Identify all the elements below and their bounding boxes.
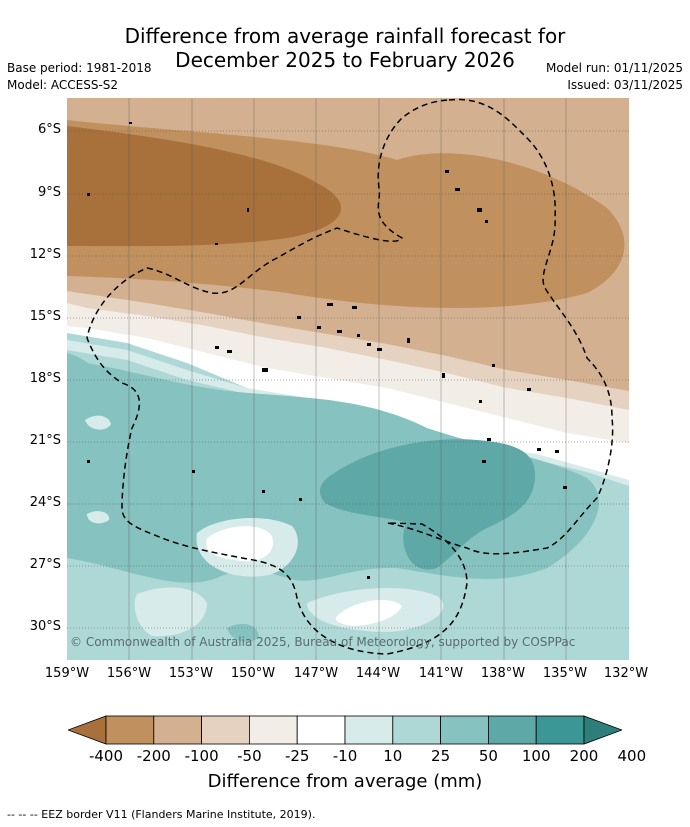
colorbar-tick-label: -25 [284,747,310,765]
lat-label-27s: 27°S [29,557,61,572]
colorbar-extend-low [68,715,107,745]
lon-label-144w: 144°W [355,666,401,681]
title-line-1: Difference from average rainfall forecas… [124,24,566,48]
colorbar-bin [105,715,155,745]
lat-label-24s: 24°S [29,495,61,510]
lon-label-135w: 135°W [542,666,588,681]
pocket-50-f [227,623,259,643]
colorbar [68,715,622,745]
meta-left: Base period: 1981-2018 Model: ACCESS-S2 [7,60,152,94]
model-name: Model: ACCESS-S2 [7,78,119,92]
pocket-10-c [134,587,207,637]
map-canvas: © Commonwealth of Australia 2025, Bureau… [67,98,629,660]
colorbar-tick-label: -200 [136,747,171,765]
lon-label-138w: 138°W [480,666,526,681]
eez-legend-note: -- -- -- EEZ border V11 (Flanders Marine… [7,808,316,821]
eez-border [86,98,614,655]
colorbar-bin [201,715,250,745]
lon-label-153w: 153°W [168,666,214,681]
pocket-white-a [206,526,273,562]
pocket-white-b [335,600,402,626]
colorbar-bin [392,715,441,745]
base-period: Base period: 1981-2018 [7,61,152,75]
colorbar-tick-label: 400 [617,747,647,765]
lon-label-156w: 156°W [106,666,152,681]
colorbar-tick-label: -100 [184,747,219,765]
colorbar-bin [535,715,585,745]
lon-label-159w: 159°W [44,666,90,681]
model-run: Model run: 01/11/2025 [545,61,683,75]
rainfall-map: © Commonwealth of Australia 2025, Bureau… [67,98,629,660]
band-minus200 [67,126,341,247]
lon-label-132w: 132°W [603,666,649,681]
lon-label-147w: 147°W [293,666,339,681]
colorbar-bin [153,715,203,745]
lat-label-9s: 9°S [37,185,61,200]
colorbar-title: Difference from average (mm) [207,771,483,792]
colorbar-tick-label: 10 [383,747,403,765]
colorbar-tick-label: -10 [332,747,358,765]
colorbar-tick-label: 200 [569,747,599,765]
meridians [128,98,567,660]
meta-right: Model run: 01/11/2025 Issued: 03/11/2025 [546,60,683,94]
pocket-10-e [87,511,110,524]
graticule [67,130,629,629]
colorbar-bin [344,715,394,745]
colorbar-extend-high [583,715,622,745]
colorbar-bin [487,715,537,745]
title-line-2: December 2025 to February 2026 [175,48,515,72]
islands [87,122,567,579]
lon-label-150w: 150°W [230,666,276,681]
colorbar-bin [440,715,489,745]
colorbar-bin [248,715,298,745]
lon-label-141w: 141°W [418,666,464,681]
colorbar-bin [296,715,346,745]
lat-label-30s: 30°S [29,619,61,634]
colorbar-tick-label: -50 [237,747,262,765]
pocket-10-d [85,415,111,430]
colorbar-tick-label: -400 [88,747,124,765]
issued-date: Issued: 03/11/2025 [567,78,683,92]
lat-label-18s: 18°S [29,371,61,386]
map-credit: © Commonwealth of Australia 2025, Bureau… [70,635,575,649]
band-100 [319,439,536,570]
colorbar-tick-label: 25 [431,747,451,765]
band-50-west [67,353,103,407]
lat-label-21s: 21°S [29,433,61,448]
lat-label-12s: 12°S [29,247,61,262]
colorbar-tick-label: 50 [478,747,498,765]
lat-label-6s: 6°S [37,122,61,137]
lat-label-15s: 15°S [29,309,61,324]
chart-title: Difference from average rainfall forecas… [0,24,690,72]
colorbar-tick-label: 100 [521,747,551,765]
